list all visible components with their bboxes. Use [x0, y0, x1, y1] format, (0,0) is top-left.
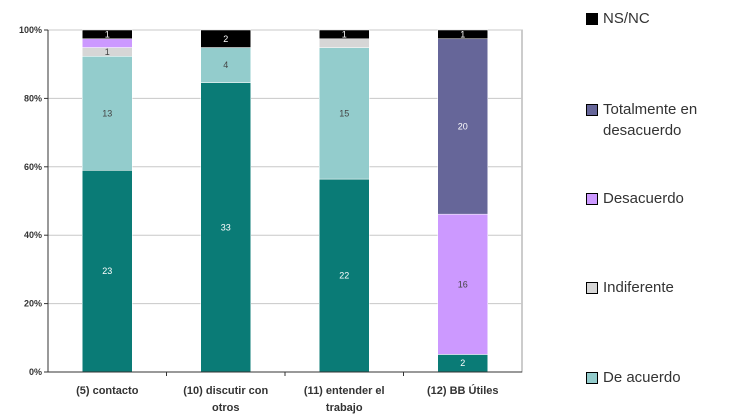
legend-item-desacuerdo: Desacuerdo [586, 188, 684, 209]
bar-segment [200, 47, 251, 83]
x-tick-label: otros [212, 402, 240, 414]
legend-item-de-acuerdo: De acuerdo [586, 367, 681, 388]
x-tick-label: (11) entender el [304, 385, 385, 397]
legend-swatch [586, 193, 598, 205]
data-label: 1 [105, 47, 110, 57]
bar-segment [200, 29, 251, 48]
data-label: 1 [342, 29, 347, 39]
bar-segment [82, 56, 133, 171]
bar-segment [319, 178, 370, 373]
bar-segment [437, 29, 488, 40]
y-tick-label: 100% [19, 25, 42, 35]
legend-item-totalmente-en-desacuerdo: Totalmente en desacuerdo [586, 99, 697, 141]
data-label: 1 [105, 29, 110, 39]
bar-segment [82, 170, 133, 373]
data-label: 23 [102, 266, 112, 276]
data-label: 16 [458, 279, 468, 289]
data-label: 20 [458, 121, 468, 131]
x-tick-label: (12) BB Útiles [427, 384, 499, 397]
y-tick-label: 0% [29, 367, 42, 377]
legend-swatch [586, 104, 598, 116]
data-label: 15 [339, 108, 349, 118]
bar-segment [437, 38, 488, 215]
data-label: 22 [339, 271, 349, 281]
legend-swatch [586, 372, 598, 384]
bar-segment [319, 38, 370, 48]
legend-item-ns-nc: NS/NC [586, 8, 650, 29]
legend-label: Desacuerdo [603, 190, 684, 207]
x-tick-label: (5) contacto [76, 385, 139, 397]
y-axis-ticks: 0% 20% 40% 60% 80% 100% [19, 25, 48, 377]
data-label: 1 [460, 29, 465, 39]
bar-segment [82, 29, 133, 40]
y-tick-label: 80% [24, 93, 42, 103]
data-label: 33 [221, 222, 231, 232]
data-label: 2 [460, 358, 465, 368]
legend-label: Totalmente en desacuerdo [603, 101, 698, 139]
bar-segment [319, 29, 370, 40]
data-label: 2 [223, 34, 228, 44]
legend-label: Indiferente [603, 279, 674, 296]
y-tick-label: 40% [24, 230, 42, 240]
legend-swatch [586, 13, 598, 25]
x-tick-label: (10) discutir con [183, 385, 268, 397]
bar-segment [319, 47, 370, 180]
bar-segment [200, 82, 251, 373]
legend-item-indiferente: Indiferente [586, 277, 674, 298]
legend-swatch [586, 282, 598, 294]
legend-label: NS/NC [603, 10, 650, 27]
legend: NS/NC Totalmente en desacuerdo Desacuerdo… [586, 0, 733, 420]
legend-label: De acuerdo [603, 369, 681, 386]
y-tick-label: 20% [24, 299, 42, 309]
bar-segment [82, 38, 133, 48]
data-label: 13 [102, 108, 112, 118]
x-axis-ticks: (5) contacto (10) discutir con otros (11) e… [76, 372, 499, 414]
bar-segment [437, 213, 488, 355]
x-tick-label: trabajo [326, 402, 363, 414]
y-tick-label: 60% [24, 162, 42, 172]
data-label: 4 [223, 60, 228, 70]
